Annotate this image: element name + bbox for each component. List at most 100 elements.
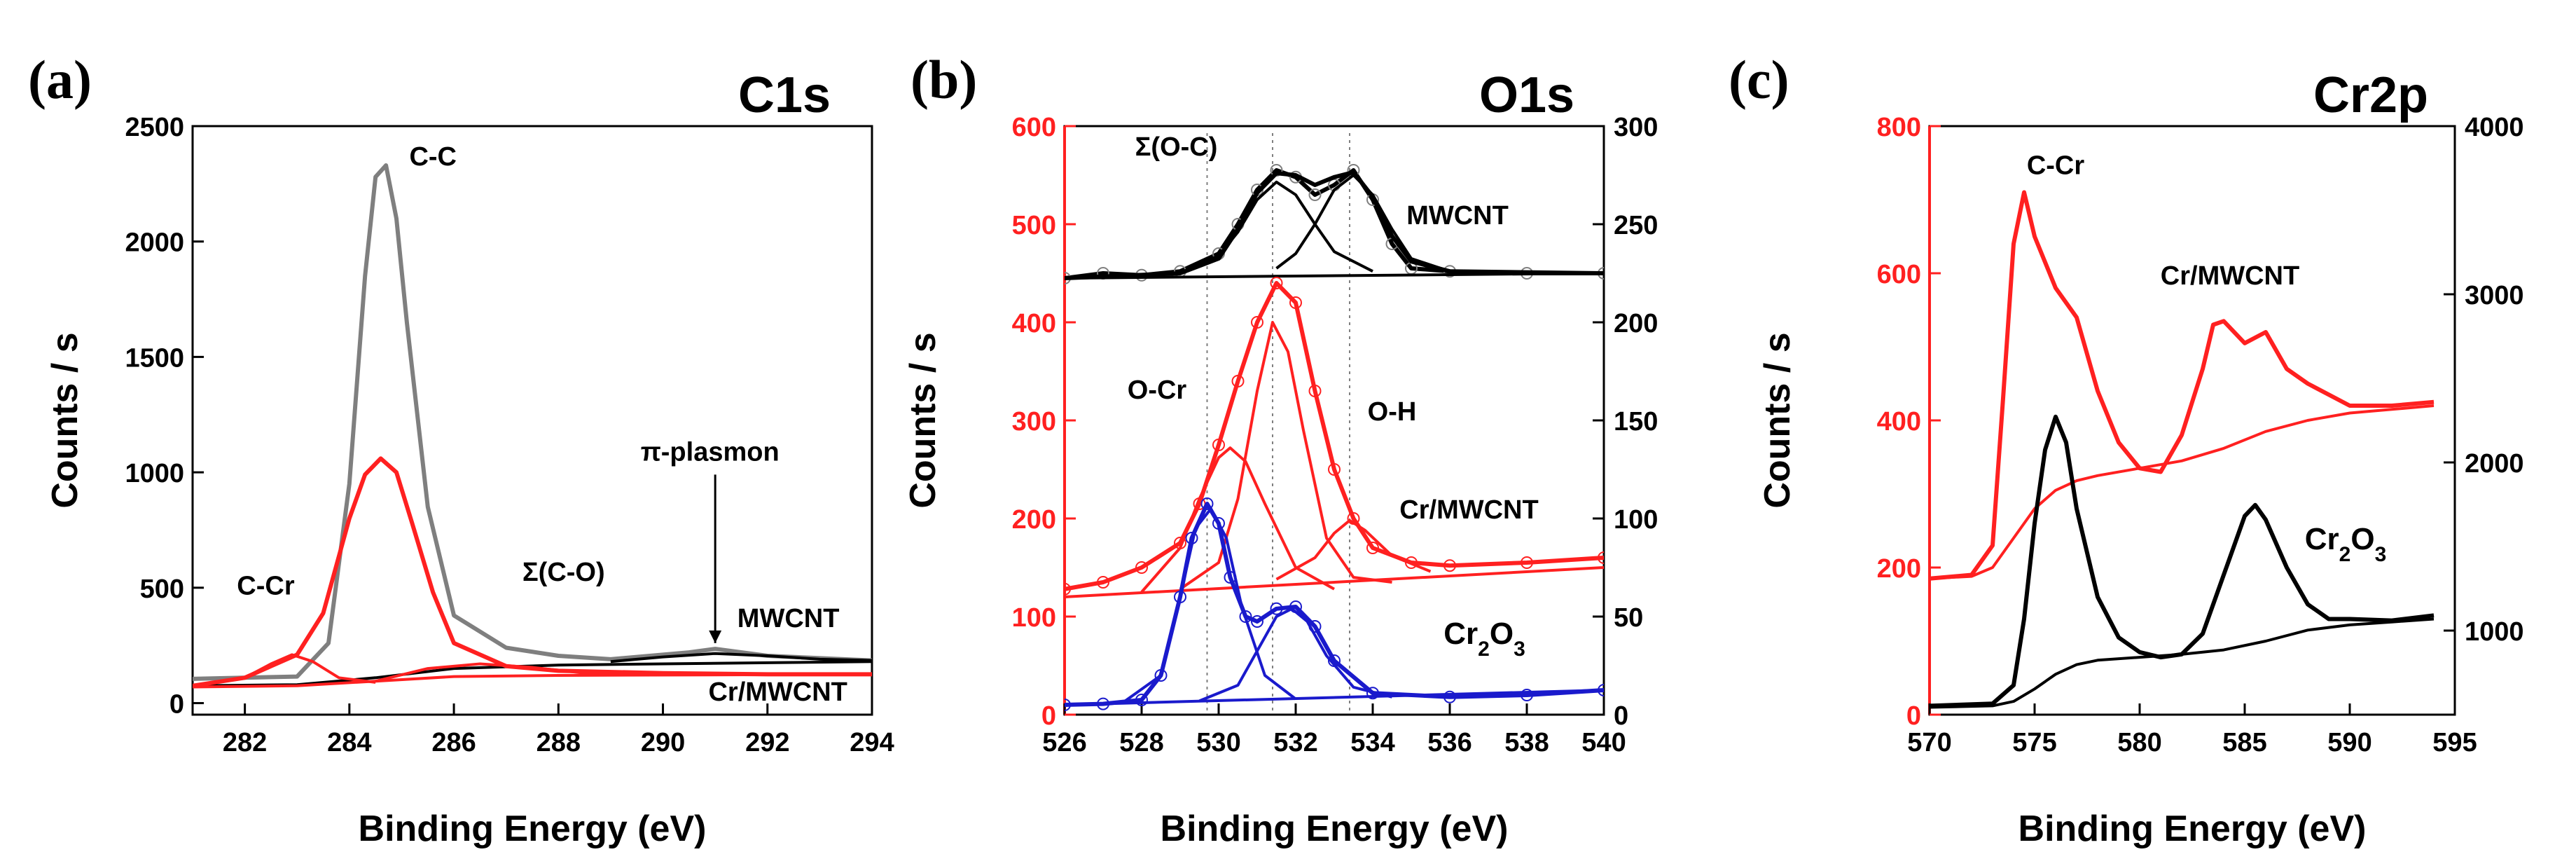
x-tick-label: 526 (1042, 728, 1086, 757)
y-tick-label: 500 (1012, 211, 1056, 240)
annotation-o-h: O-H (1368, 397, 1417, 427)
data-point (1289, 296, 1302, 309)
y-tick-label: 200 (1012, 505, 1056, 535)
series-cr-mwcnt-baseline (1065, 566, 1604, 598)
annotation-c-c: C-C (409, 142, 457, 172)
series-mwcnt-fit-envelope (1065, 170, 1604, 280)
chart-title: Cr2p (2313, 67, 2428, 123)
data-point (1231, 375, 1245, 387)
x-tick-label: 292 (745, 728, 789, 757)
y-axis-label: Counts / s (1757, 332, 1798, 508)
series-cr-mwcnt-o-cr-component (1140, 446, 1335, 593)
series-cr-mwcnt (1930, 190, 2435, 581)
y-tick-label: 2500 (125, 113, 184, 142)
y-tick-label: 1500 (125, 343, 184, 373)
series-mwcnt (193, 163, 872, 681)
x-tick-label: 595 (2432, 728, 2477, 757)
arrow-head (709, 630, 722, 643)
annotation-c-cr: C-Cr (2027, 151, 2085, 180)
y2-tick-label: 200 (1614, 309, 1658, 338)
y-tick-label: 500 (140, 575, 184, 604)
data-point (1097, 576, 1109, 589)
series-cr2o3-second-component (1198, 607, 1392, 703)
y2-tick-label: 150 (1614, 407, 1658, 437)
y2-tick-label: 1000 (2465, 617, 2524, 647)
series-cr-mwcnt (193, 456, 872, 688)
data-point (1328, 463, 1341, 476)
y2-tick-label: 3000 (2465, 281, 2524, 310)
data-point (1270, 602, 1283, 615)
annotation-o-c: Σ(O-C) (1135, 132, 1218, 162)
series-mwcnt-o-c-component-1 (1179, 180, 1373, 275)
x-tick-label: 585 (2222, 728, 2266, 757)
y-tick-label: 600 (1877, 260, 1921, 289)
annotation-mwcnt: MWCNT (1406, 201, 1509, 231)
series-cr-mwcnt-o-h-component (1275, 518, 1432, 581)
plot-frame (1928, 125, 2456, 716)
x-axis-label: Binding Energy (eV) (2018, 809, 2367, 849)
panel-label: (c) (1729, 49, 1789, 110)
y-tick-label: 2000 (125, 228, 184, 258)
series-group (193, 163, 872, 689)
annotation-cr-mwcnt: Cr/MWCNT (2161, 261, 2299, 291)
data-point (1212, 517, 1225, 530)
y2-tick-label: 2000 (2465, 449, 2524, 479)
x-tick-label: 284 (327, 728, 371, 757)
data-point (1443, 559, 1456, 572)
series-cr-mwcnt (1065, 281, 1604, 591)
x-tick-label: 534 (1350, 728, 1394, 757)
x-tick-label: 282 (223, 728, 267, 757)
annotation-c-cr: C-Cr (237, 572, 295, 601)
data-point (1308, 385, 1322, 397)
data-point (1212, 439, 1225, 451)
series-cr2o3-baseline (1065, 689, 1604, 706)
y2-tick-label: 100 (1614, 505, 1658, 535)
panel-label: (a) (28, 49, 92, 110)
data-point (1065, 582, 1071, 596)
annotation-mwcnt: MWCNT (738, 604, 840, 633)
x-tick-label: 528 (1119, 728, 1163, 757)
data-point (1521, 689, 1533, 701)
annotation-c-o: Σ(C-O) (522, 558, 605, 587)
annotation-cro: Cr2O3 (1443, 617, 1525, 661)
annotation-plasmon: π-plasmon (641, 438, 780, 467)
x-tick-label: 536 (1427, 728, 1471, 757)
y-tick-label: 1000 (125, 459, 184, 488)
y-tick-label: 200 (1877, 554, 1921, 584)
x-tick-label: 538 (1504, 728, 1549, 757)
series-group (1065, 164, 1604, 711)
y-tick-label: 0 (1906, 701, 1921, 731)
series-c-cr-component (193, 653, 376, 688)
x-tick-label: 580 (2117, 728, 2161, 757)
plot-frame (191, 125, 873, 716)
annotation-o-cr: O-Cr (1128, 376, 1187, 405)
y-tick-label: 300 (1012, 407, 1056, 437)
x-tick-label: 532 (1273, 728, 1317, 757)
series-cr2o3-background (1930, 617, 2435, 709)
series-c-o-component (375, 662, 663, 683)
annotation-cr-mwcnt: Cr/MWCNT (1399, 495, 1538, 525)
series-cr-mwcnt-o-c-component (1179, 321, 1392, 591)
plot-frame (1063, 125, 1605, 716)
series-group (1930, 190, 2435, 709)
data-point (1135, 694, 1148, 706)
data-point (1200, 497, 1214, 510)
series-cr2o3-o-cr-component (1121, 507, 1297, 704)
x-tick-label: 570 (1907, 728, 1951, 757)
y-axis-label: Counts / s (45, 332, 85, 508)
x-tick-label: 540 (1581, 728, 1626, 757)
series-cr-mwcnt-background (193, 673, 872, 689)
y-axis-label: Counts / s (903, 332, 943, 508)
x-tick-label: 530 (1196, 728, 1240, 757)
data-point (1251, 615, 1263, 628)
y2-tick-label: 300 (1614, 113, 1658, 142)
y-tick-label: 0 (1041, 701, 1056, 731)
chart-title: C1s (738, 67, 831, 123)
series-mwcnt-pi-plasmon (610, 652, 872, 664)
x-axis-label: Binding Energy (eV) (359, 809, 707, 849)
series-cr2o3 (1930, 414, 2435, 708)
x-tick-label: 294 (850, 728, 894, 757)
y-tick-label: 100 (1012, 603, 1056, 633)
